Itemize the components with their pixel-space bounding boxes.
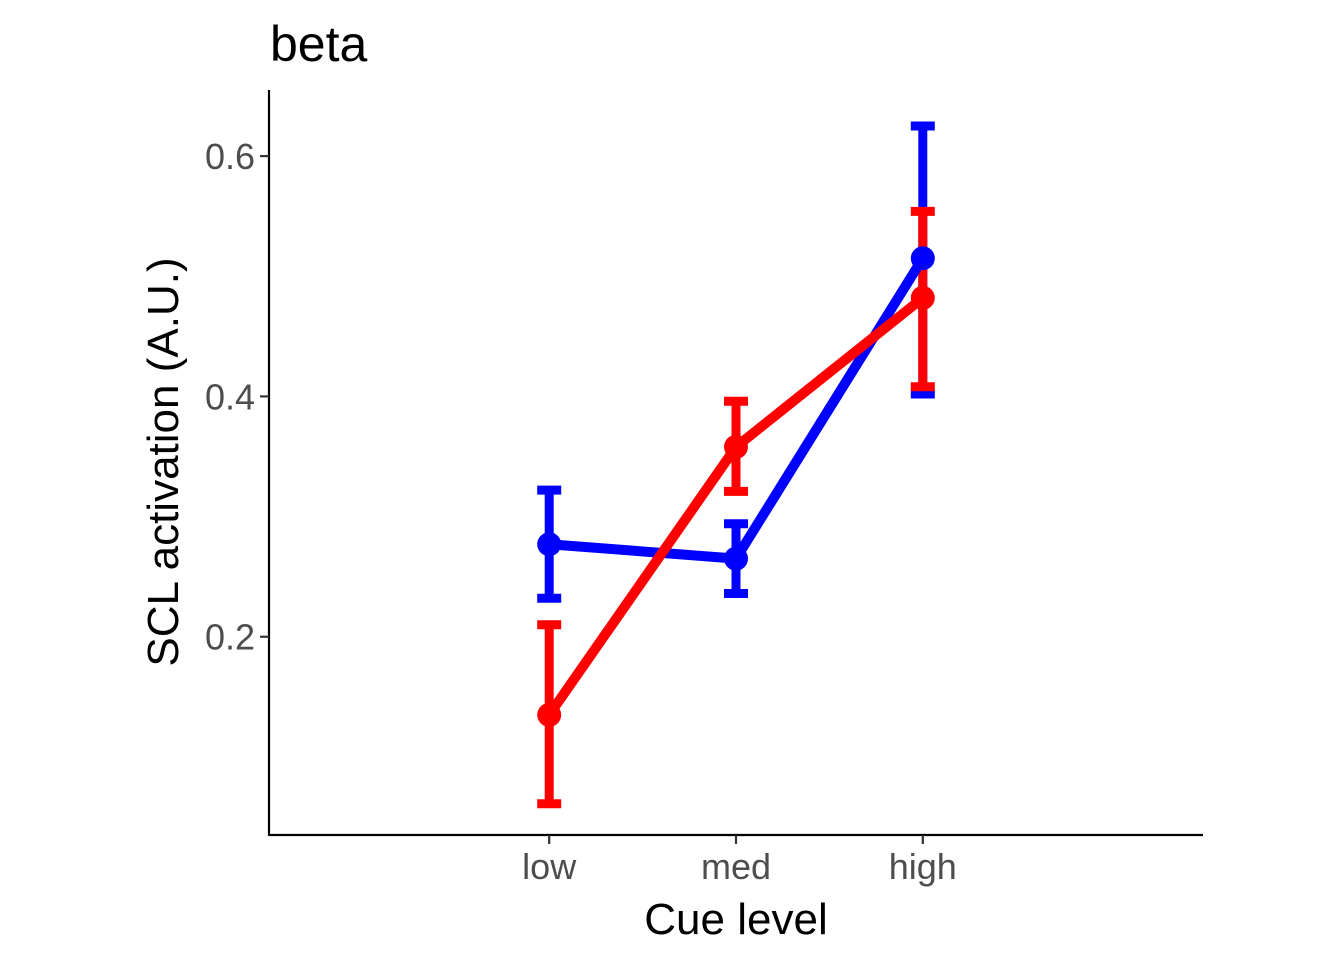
series-1-errorbars xyxy=(537,206,935,809)
data-point xyxy=(724,434,748,459)
series-line xyxy=(545,293,926,718)
x-axis-ticks: low med high xyxy=(522,835,957,887)
x-tick-label: high xyxy=(889,846,957,887)
x-tick-label: low xyxy=(522,846,577,887)
y-axis-ticks: 0.2 0.4 0.6 xyxy=(205,136,269,658)
y-tick-label: 0.2 xyxy=(205,617,255,658)
data-point xyxy=(724,546,748,571)
series-0-errorbars xyxy=(537,121,935,603)
plot-area xyxy=(537,121,935,809)
data-point xyxy=(537,702,562,727)
chart-title: beta xyxy=(270,16,368,72)
series-1 xyxy=(537,285,935,727)
data-point xyxy=(910,246,935,271)
data-point xyxy=(910,285,935,310)
x-tick-label: med xyxy=(701,846,771,887)
y-tick-label: 0.6 xyxy=(205,136,255,177)
data-point xyxy=(537,532,562,557)
series-0 xyxy=(537,246,935,571)
y-tick-label: 0.4 xyxy=(205,376,255,417)
x-axis-title: Cue level xyxy=(644,895,827,944)
y-axis-title: SCL activation (A.U.) xyxy=(139,257,188,666)
